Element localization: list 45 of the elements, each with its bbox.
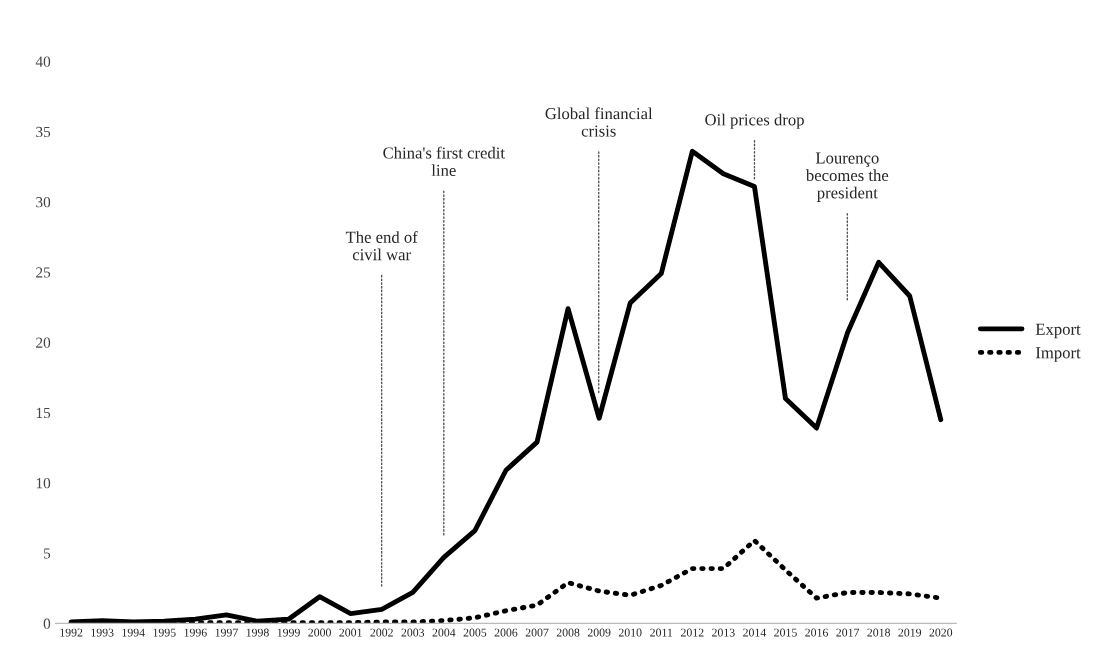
x-tick-label: 1997 xyxy=(215,628,238,637)
x-tick-label: 2005 xyxy=(463,628,487,637)
x-tick-label: 2020 xyxy=(929,628,953,637)
x-tick-label: 2002 xyxy=(370,628,393,637)
x-tick-label: 2014 xyxy=(743,628,767,637)
legend-label: Import xyxy=(1035,347,1081,362)
y-tick-label: 40 xyxy=(35,56,51,67)
x-tick-label: 1999 xyxy=(277,628,300,637)
y-tick-label: 5 xyxy=(43,548,51,559)
y-tick-label: 30 xyxy=(36,197,51,208)
x-tick-label: 2011 xyxy=(650,628,673,637)
x-tick-label: 2010 xyxy=(618,628,642,637)
annotation: Oil prices drop xyxy=(705,113,804,129)
x-tick-label: 2000 xyxy=(308,628,331,637)
x-tick-label: 2001 xyxy=(339,628,362,637)
legend-label: Export xyxy=(1035,323,1081,339)
y-tick-label: 15 xyxy=(36,407,51,419)
annotation: Lourenço becomes the president xyxy=(805,152,889,202)
x-tick-label: 1998 xyxy=(246,628,269,637)
x-tick-label: 1996 xyxy=(184,628,207,637)
x-tick-label: 2012 xyxy=(681,628,704,637)
x-tick-label: 2013 xyxy=(712,628,735,637)
x-tick-label: 1993 xyxy=(91,628,114,637)
x-tick-label: 2015 xyxy=(774,628,797,637)
y-tick-label: 10 xyxy=(36,478,51,489)
x-tick-label: 1995 xyxy=(153,628,176,637)
x-tick-label: 2007 xyxy=(525,628,549,637)
annotation: China's first credit line xyxy=(383,146,505,177)
x-tick-label: 1994 xyxy=(122,628,145,637)
annotation: Global financial crisis xyxy=(545,107,653,137)
y-tick-label: 20 xyxy=(36,337,51,348)
y-tick-label: 25 xyxy=(36,267,51,278)
x-tick-label: 2016 xyxy=(805,628,829,637)
x-tick-label: 2009 xyxy=(587,628,611,637)
x-tick-label: 2008 xyxy=(556,628,580,637)
x-tick-label: 2006 xyxy=(494,628,518,637)
y-tick-label: 0 xyxy=(43,618,51,629)
annotation: The end of civil war xyxy=(345,230,418,261)
x-tick-label: 2004 xyxy=(432,628,456,637)
y-tick-label: 35 xyxy=(36,126,51,138)
x-tick-label: 2018 xyxy=(867,628,891,637)
x-tick-label: 2017 xyxy=(836,628,860,637)
x-tick-label: 2003 xyxy=(401,628,425,637)
x-tick-label: 1992 xyxy=(60,628,83,637)
x-tick-label: 2019 xyxy=(898,628,922,637)
